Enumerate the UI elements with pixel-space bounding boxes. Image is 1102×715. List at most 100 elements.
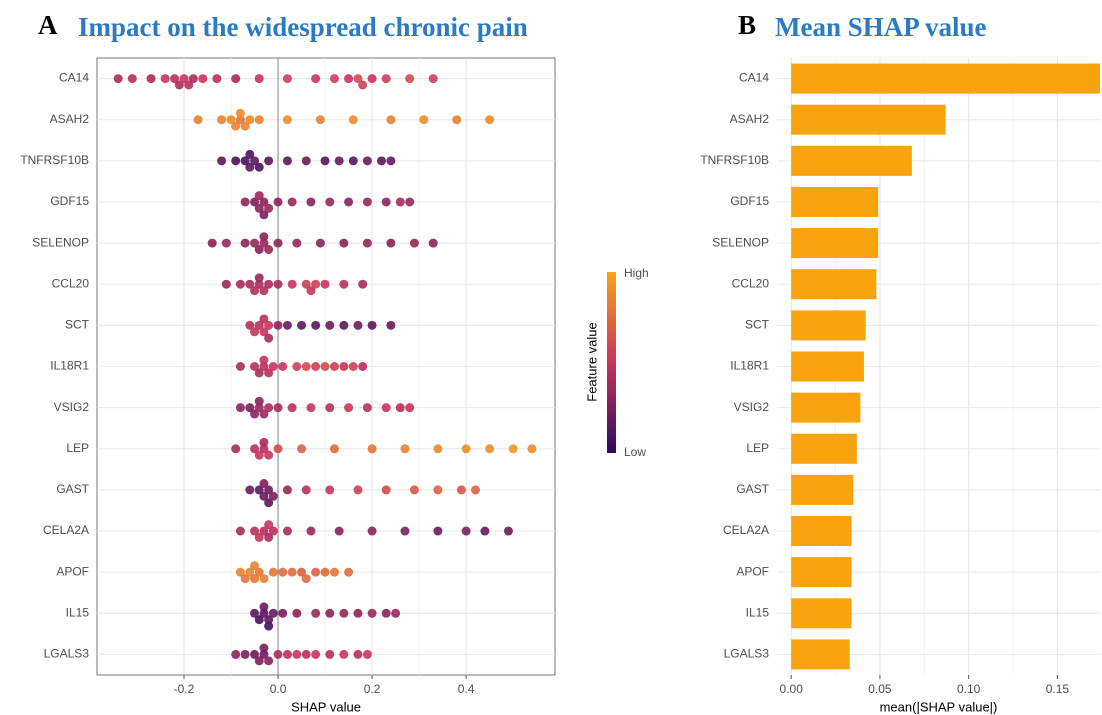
shap-point <box>174 80 184 90</box>
shap-point <box>400 526 410 536</box>
panel-title: Mean SHAP value <box>775 12 987 42</box>
shap-point <box>264 279 274 289</box>
shap-point <box>245 162 255 172</box>
shap-point <box>235 403 245 413</box>
y-tick-label: GDF15 <box>730 194 769 208</box>
shap-point <box>339 362 349 371</box>
y-tick-label: SELENOP <box>32 235 89 249</box>
shap-point <box>235 115 245 125</box>
shap-point <box>339 320 349 330</box>
shap-point <box>240 574 250 584</box>
y-tick-label: ASAH2 <box>50 112 90 126</box>
shap-point <box>273 238 283 248</box>
shap-point <box>292 649 302 659</box>
shap-point <box>235 526 245 536</box>
shap-point <box>381 485 391 495</box>
shap-point <box>306 403 316 413</box>
shap-point <box>254 396 264 406</box>
x-tick-label: 0.0 <box>270 682 287 696</box>
shap-point <box>376 156 386 166</box>
shap-point <box>419 115 429 125</box>
shap-point <box>245 320 255 330</box>
x-tick-label: 0.10 <box>957 682 981 696</box>
shap-point <box>250 561 260 571</box>
y-tick-label: SELENOP <box>712 235 769 249</box>
shap-point <box>461 526 471 536</box>
shap-point <box>353 485 363 495</box>
shap-point <box>348 115 358 125</box>
shap-point <box>358 80 368 90</box>
shap-point <box>287 567 297 577</box>
y-tick-label: CCL20 <box>52 276 90 290</box>
shap-point <box>405 403 415 413</box>
shap-point <box>362 649 372 659</box>
shap-point <box>170 74 180 84</box>
shap-point <box>292 238 302 248</box>
shap-point <box>301 362 311 371</box>
bar <box>791 63 1100 94</box>
shap-point <box>264 245 274 254</box>
shap-point <box>273 320 283 330</box>
shap-point <box>367 320 377 330</box>
shap-point <box>193 115 203 125</box>
shap-point <box>207 238 217 248</box>
shap-point <box>306 286 316 296</box>
shap-point <box>245 149 255 159</box>
shap-point <box>344 567 354 577</box>
shap-point <box>282 156 292 166</box>
shap-point <box>259 327 269 337</box>
shap-point <box>292 362 302 371</box>
shap-point <box>362 156 372 166</box>
shap-point <box>254 279 264 289</box>
shap-point <box>259 409 269 419</box>
shap-point <box>221 238 231 248</box>
shap-point <box>235 567 245 577</box>
shap-point <box>311 320 321 330</box>
shap-point <box>254 450 264 460</box>
shap-point <box>297 320 307 330</box>
shap-point <box>485 444 495 454</box>
shap-point <box>250 156 260 166</box>
shap-point <box>240 649 250 659</box>
shap-point <box>428 74 438 84</box>
y-tick-label: LEP <box>746 441 769 455</box>
shap-point <box>184 80 194 90</box>
shap-point <box>217 156 227 166</box>
shap-point <box>217 115 227 125</box>
shap-point <box>386 320 396 330</box>
shap-point <box>259 197 269 207</box>
y-tick-label: SCT <box>65 318 90 332</box>
shap-point <box>264 615 274 625</box>
shap-point <box>254 532 264 542</box>
shap-point <box>264 485 274 495</box>
y-tick-label: IL15 <box>746 605 770 619</box>
shap-point <box>311 608 321 618</box>
y-tick-label: VSIG2 <box>734 400 770 414</box>
shap-point <box>254 162 264 172</box>
shap-point <box>259 286 269 296</box>
shap-point <box>250 362 260 371</box>
shap-point <box>231 74 241 84</box>
shap-point <box>282 485 292 495</box>
shap-point <box>508 444 518 454</box>
shap-point <box>259 602 269 612</box>
shap-point <box>311 362 321 371</box>
shap-point <box>386 156 396 166</box>
shap-point <box>160 74 170 84</box>
shap-point <box>320 279 330 289</box>
shap-point <box>259 649 269 659</box>
shap-point <box>264 203 274 213</box>
shap-point <box>259 444 269 454</box>
shap-point <box>240 238 250 248</box>
shap-point <box>282 526 292 536</box>
shap-point <box>250 409 260 419</box>
colorbar-title: Feature value <box>584 322 599 402</box>
shap-point <box>259 210 269 220</box>
shap-point <box>259 574 269 584</box>
shap-point <box>311 567 321 577</box>
shap-point <box>301 649 311 659</box>
shap-point <box>367 74 377 84</box>
shap-point <box>231 649 241 659</box>
shap-point <box>311 649 321 659</box>
x-axis-label: mean(|SHAP value|) <box>880 699 998 714</box>
